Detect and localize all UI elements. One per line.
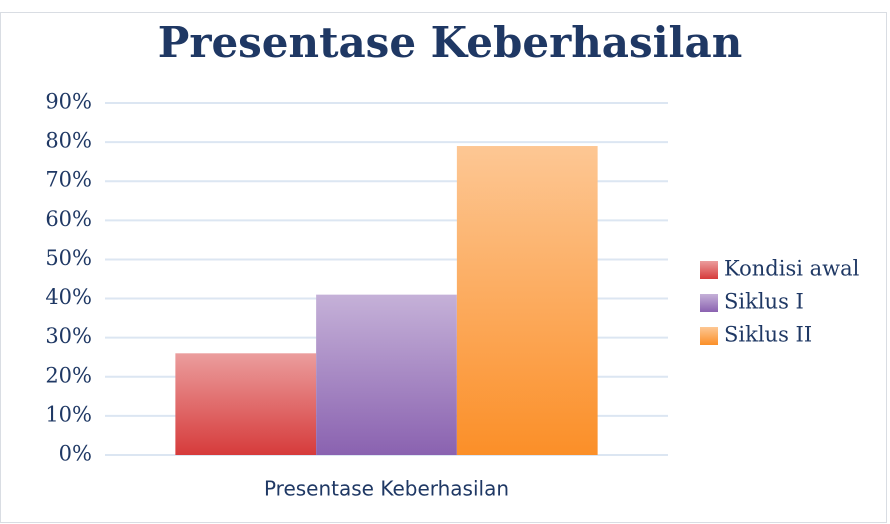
legend-swatch: [700, 294, 718, 312]
legend-label: Siklus II: [724, 323, 812, 347]
y-tick-label: 0%: [59, 442, 92, 466]
y-tick-label: 20%: [45, 363, 92, 387]
legend-swatch: [700, 327, 718, 345]
y-tick-label: 90%: [45, 90, 92, 114]
y-tick-label: 80%: [45, 129, 92, 153]
bar: [175, 353, 317, 455]
y-tick-label: 60%: [45, 207, 92, 231]
y-tick-label: 10%: [45, 402, 92, 426]
bar: [316, 294, 457, 455]
legend-label: Siklus I: [724, 290, 804, 314]
y-tick-label: 50%: [45, 246, 92, 270]
y-tick-label: 40%: [45, 285, 92, 309]
legend-label: Kondisi awal: [724, 257, 860, 281]
y-tick-label: 30%: [45, 324, 92, 348]
legend-swatch: [700, 261, 718, 279]
chart-title: Presentase Keberhasilan: [158, 18, 743, 67]
x-tick-label: Presentase Keberhasilan: [264, 477, 509, 501]
y-tick-label: 70%: [45, 168, 92, 192]
bar: [456, 146, 598, 455]
